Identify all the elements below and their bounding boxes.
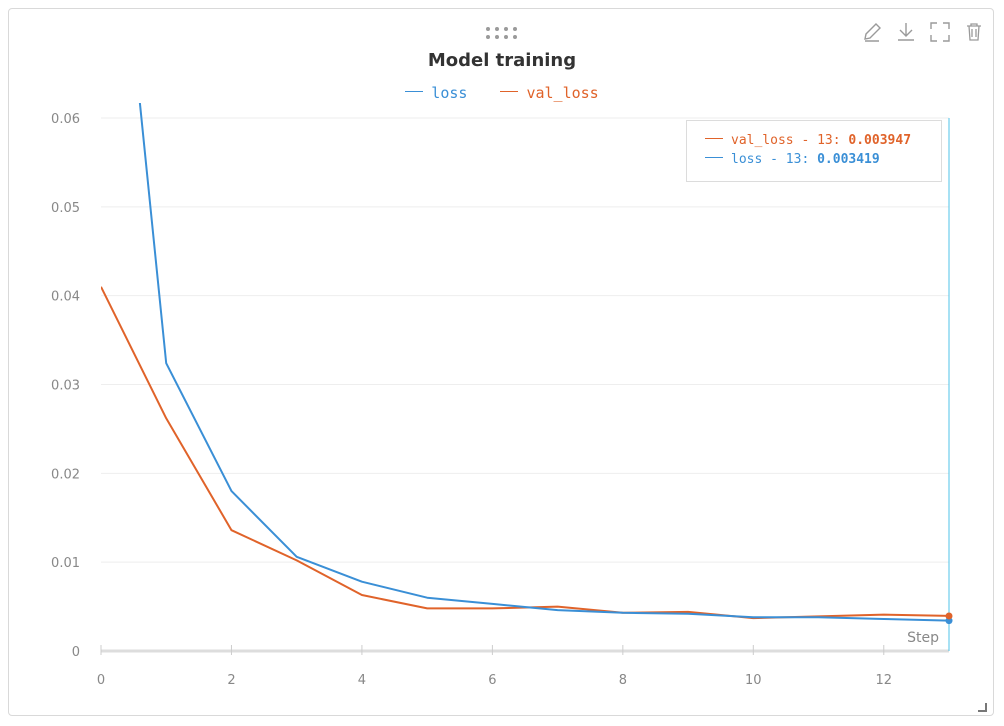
tooltip-row-loss: loss - 13: 0.003419 — [705, 152, 941, 171]
x-tick-label: 2 — [227, 673, 235, 688]
series-line-loss — [138, 103, 950, 622]
trash-icon[interactable] — [962, 20, 986, 44]
resize-handle-icon[interactable] — [976, 698, 988, 712]
pencil-icon[interactable] — [860, 20, 884, 44]
tooltip-value: 0.003419 — [817, 152, 880, 167]
legend-label-val-loss: val_loss — [526, 84, 599, 102]
series-line-val-loss — [101, 286, 950, 620]
x-axis-label: Step — [907, 630, 939, 646]
x-tick-label: 6 — [488, 673, 496, 688]
y-tick-label: 0.03 — [51, 379, 80, 394]
tooltip-dash-icon — [705, 157, 723, 158]
download-icon[interactable] — [894, 20, 918, 44]
legend-line-loss-icon — [405, 91, 424, 92]
legend-line-val-loss-icon — [500, 91, 519, 92]
y-tick-label: 0.05 — [51, 201, 80, 216]
fullscreen-icon[interactable] — [928, 20, 952, 44]
legend-item-val-loss[interactable]: val_loss — [500, 84, 599, 102]
drag-handle-icon[interactable] — [484, 26, 520, 40]
legend-label-loss: loss — [431, 84, 468, 102]
tooltip-dash-icon — [705, 138, 723, 139]
y-tick-label: 0.02 — [51, 467, 80, 482]
x-tick-label: 0 — [97, 673, 105, 688]
x-tick-label: 4 — [358, 673, 366, 688]
x-tick-label: 10 — [745, 673, 762, 688]
tooltip-label: val_loss - 13: — [731, 133, 849, 148]
y-tick-label: 0.04 — [51, 290, 80, 305]
legend: loss val_loss — [0, 84, 1004, 102]
y-tick-label: 0.01 — [51, 556, 80, 571]
legend-item-loss[interactable]: loss — [405, 84, 467, 102]
hover-tooltip: val_loss - 13: 0.003947 loss - 13: 0.003… — [686, 120, 942, 182]
cursor-point-val-loss — [945, 612, 953, 620]
chart-title: Model training — [427, 50, 577, 71]
tooltip-row-val-loss: val_loss - 13: 0.003947 — [705, 133, 941, 152]
x-tick-label: 12 — [875, 673, 892, 688]
y-tick-label: 0.06 — [51, 112, 80, 127]
tooltip-value: 0.003947 — [848, 133, 912, 148]
y-tick-label: 0 — [72, 645, 80, 660]
tooltip-label: loss - 13: — [731, 152, 818, 167]
x-tick-label: 8 — [619, 673, 627, 688]
